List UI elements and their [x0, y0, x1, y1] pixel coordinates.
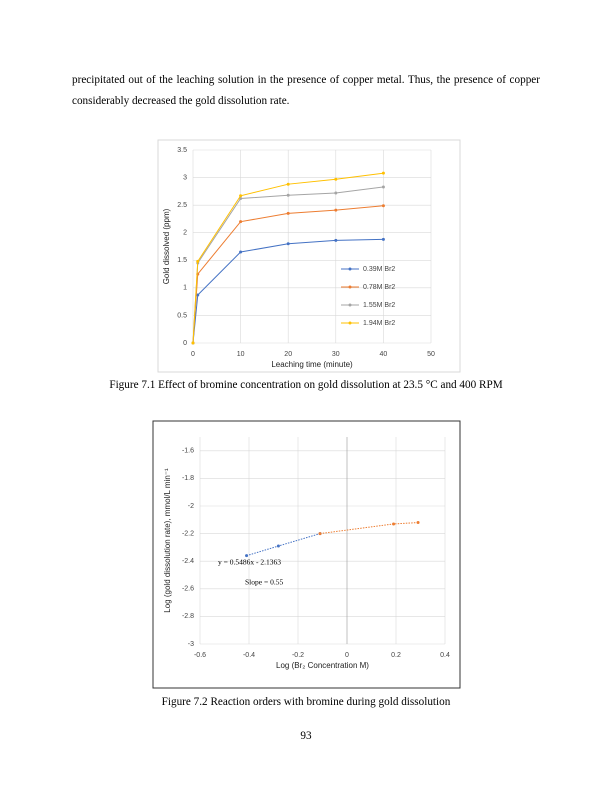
y-tick-label: -2.2 [182, 530, 194, 537]
legend-marker [348, 267, 352, 271]
y-tick-label: 0.5 [177, 312, 187, 319]
chart-frame [152, 420, 461, 689]
x-tick-label: 0.2 [391, 652, 401, 659]
x-tick-label: 40 [380, 351, 388, 358]
data-point [381, 237, 385, 241]
data-point [286, 193, 290, 197]
data-point [392, 522, 396, 526]
data-point [286, 211, 290, 215]
y-tick-label: 3 [183, 174, 187, 181]
x-tick-label: 30 [332, 351, 340, 358]
data-point [318, 532, 322, 536]
data-point [239, 194, 243, 198]
x-tick-label: 0 [345, 652, 349, 659]
y-axis-label: Log (gold dissolution rate), mmol/L min⁻… [163, 468, 172, 613]
y-tick-label: 1.5 [177, 257, 187, 264]
data-point [381, 185, 385, 189]
data-point [191, 341, 195, 345]
y-axis-label: Gold dissolved (ppm) [162, 208, 171, 284]
y-tick-label: 2 [183, 230, 187, 237]
series-line [192, 205, 384, 344]
caption: Figure 7.1 Effect of bromine concentrati… [109, 379, 503, 391]
data-point [196, 293, 200, 297]
data-point [334, 238, 338, 242]
chart-frame [157, 139, 461, 373]
data-point [334, 191, 338, 195]
x-axis-label: Leaching time (minute) [271, 360, 353, 369]
x-axis-label: Log (Br₂ Concentration M) [276, 661, 369, 670]
data-point [381, 204, 385, 208]
y-tick-label: -2.4 [182, 558, 194, 565]
data-point [416, 521, 420, 525]
legend-label: 0.78M Br2 [363, 284, 395, 291]
legend-marker [348, 285, 352, 289]
y-tick-label: 3.5 [177, 147, 187, 154]
x-tick-label: 20 [284, 351, 292, 358]
y-tick-label: 1 [183, 285, 187, 292]
data-point [381, 171, 385, 175]
y-tick-label: -1.6 [182, 448, 194, 455]
legend-label: 1.55M Br2 [363, 302, 395, 309]
data-point [334, 177, 338, 181]
annotation: y = 0.5486x - 2.1363 [218, 558, 281, 567]
legend-label: 0.39M Br2 [363, 266, 395, 273]
data-point [239, 250, 243, 254]
data-point [286, 182, 290, 186]
caption: Figure 7.2 Reaction orders with bromine … [161, 696, 451, 708]
page-number: 93 [300, 730, 312, 742]
paragraph: precipitated out of the leaching solutio… [72, 74, 540, 107]
data-point [286, 242, 290, 246]
y-tick-label: -3 [188, 641, 194, 648]
legend-marker [348, 303, 352, 307]
x-tick-label: -0.6 [194, 652, 206, 659]
series-line [192, 238, 384, 344]
y-tick-label: -2 [188, 503, 194, 510]
y-tick-label: 0 [183, 340, 187, 347]
x-tick-label: 10 [237, 351, 245, 358]
x-tick-label: 50 [427, 351, 435, 358]
data-point [334, 208, 338, 212]
x-tick-label: -0.2 [292, 652, 304, 659]
y-tick-label: -1.8 [182, 475, 194, 482]
legend-marker [348, 321, 352, 325]
x-tick-label: -0.4 [243, 652, 255, 659]
x-tick-label: 0 [191, 351, 195, 358]
data-point [196, 259, 200, 263]
y-tick-label: -2.6 [182, 586, 194, 593]
data-point [245, 554, 249, 558]
annotation: Slope = 0.55 [245, 578, 283, 587]
legend-label: 1.94M Br2 [363, 320, 395, 327]
x-tick-label: 0.4 [440, 652, 450, 659]
y-tick-label: -2.8 [182, 613, 194, 620]
data-point [239, 220, 243, 224]
series-line [192, 172, 384, 344]
y-tick-label: 2.5 [177, 202, 187, 209]
data-point [276, 544, 280, 548]
